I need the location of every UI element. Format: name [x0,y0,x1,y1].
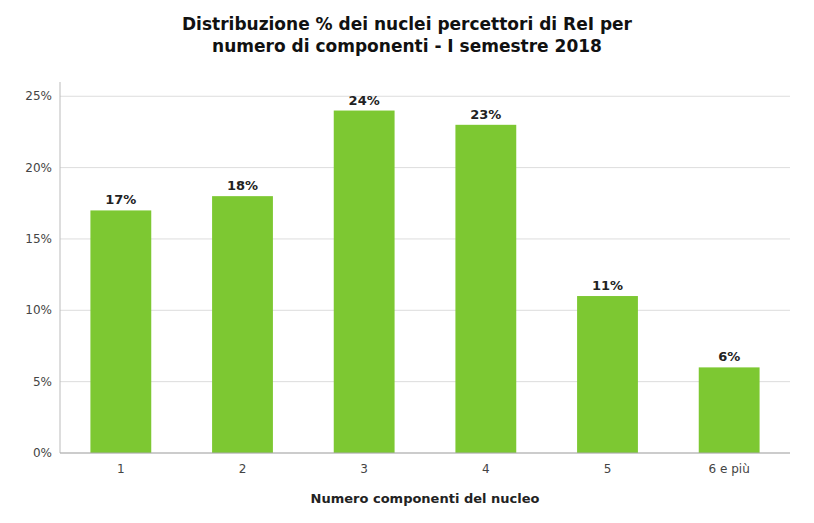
chart-svg: Distribuzione % dei nuclei percettori di… [0,0,814,523]
x-axis-label: Numero componenti del nucleo [311,491,540,506]
grid-line [60,310,790,311]
bar [577,296,638,453]
bars [90,111,759,453]
y-tick-label: 20% [25,161,52,175]
y-tick-label: 0% [33,446,52,460]
x-tick-label: 4 [482,462,490,476]
grid-line [60,453,790,454]
x-tick-label: 5 [604,462,612,476]
y-axis-line [60,82,61,453]
y-tick-label: 10% [25,303,52,317]
bar [212,196,273,453]
x-tick-label: 1 [117,462,125,476]
y-axis: 0% 5% 10% 15% 20% 25% [25,82,790,460]
y-tick-label: 15% [25,232,52,246]
x-axis-line [60,453,790,454]
bar [90,210,151,453]
x-tick-label: 3 [360,462,368,476]
grid-line [60,167,790,168]
data-label: 24% [349,93,380,108]
data-label: 18% [227,178,258,193]
title-line: Distribuzione % dei nuclei percettori di… [182,14,633,34]
background [0,0,814,523]
bar [334,111,395,453]
x-tick-label: 6 e più [709,462,750,476]
grid-line [60,96,790,97]
grid-line [60,238,790,239]
bar [699,367,760,453]
x-tick-label: 2 [239,462,247,476]
data-labels: 17% 18% 24% 23% 11% 6% [105,93,740,365]
x-axis: 1 2 3 4 5 6 e più Numero componenti del nucleo [60,453,790,506]
data-label: 17% [105,192,136,207]
data-label: 11% [592,278,623,293]
data-label: 6% [718,349,740,364]
chart-container: Distribuzione % dei nuclei percettori di… [0,0,814,523]
title-line: numero di componenti - I semestre 2018 [212,36,602,56]
chart-title: Distribuzione % dei nuclei percettori di… [182,14,633,56]
y-tick-label: 25% [25,89,52,103]
grid-line [60,381,790,382]
y-tick-label: 5% [33,375,52,389]
bar [455,125,516,453]
data-label: 23% [470,107,501,122]
